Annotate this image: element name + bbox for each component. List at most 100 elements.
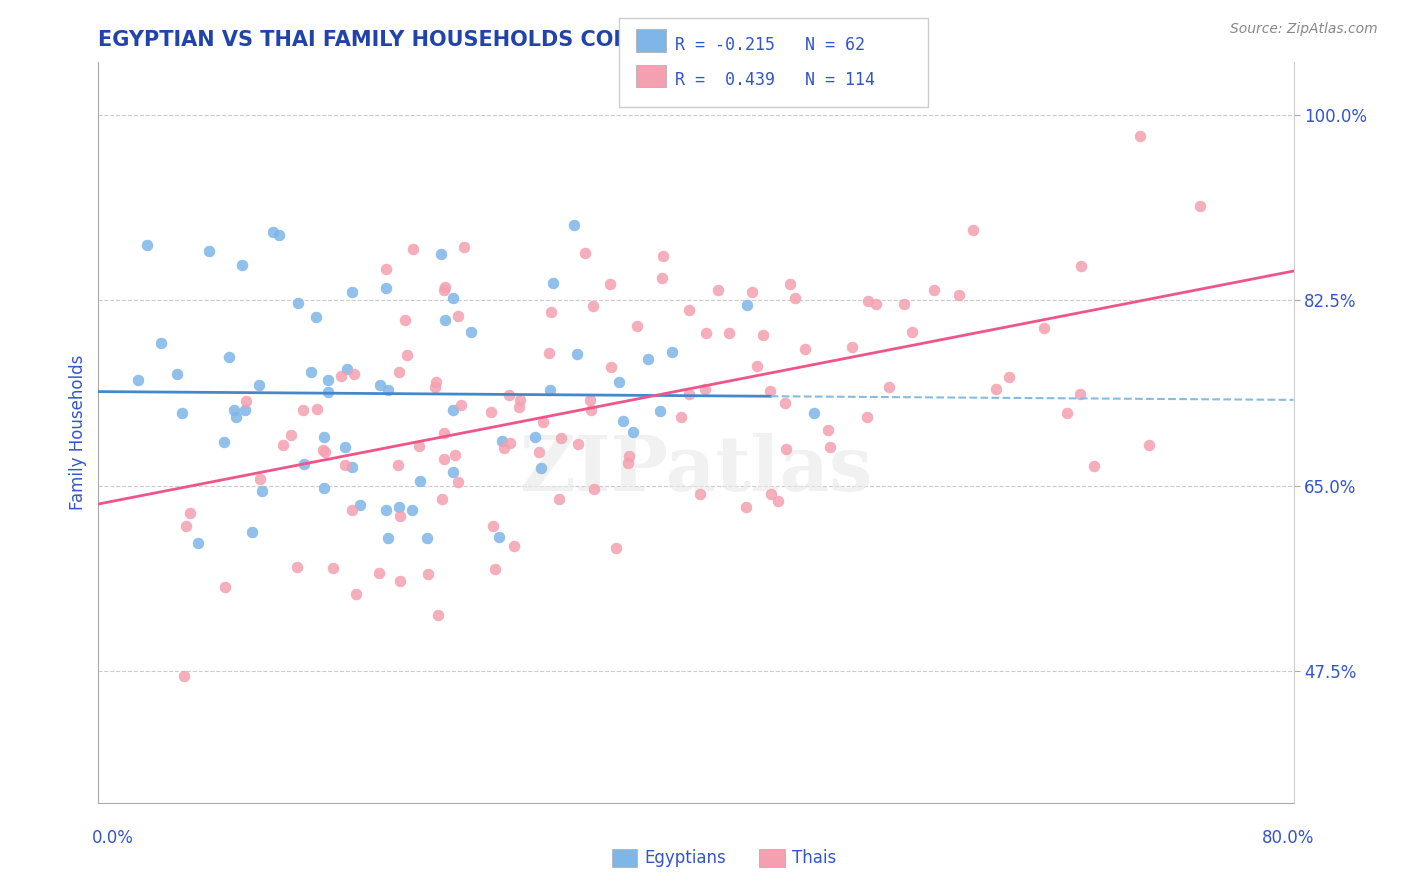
Point	[342, 460, 364, 475]
Point	[718, 326, 741, 341]
Point	[901, 325, 924, 339]
Point	[305, 401, 328, 416]
Point	[1056, 406, 1078, 420]
Point	[621, 425, 644, 440]
Point	[336, 362, 359, 376]
Point	[948, 288, 970, 302]
Point	[388, 500, 411, 515]
Point	[498, 388, 520, 402]
Point	[450, 398, 472, 412]
Point	[433, 452, 456, 467]
Point	[374, 280, 396, 294]
Point	[759, 487, 782, 501]
Point	[377, 383, 399, 397]
Text: Thais: Thais	[792, 849, 835, 867]
Point	[409, 474, 432, 488]
Point	[292, 458, 315, 472]
Point	[291, 403, 314, 417]
Point	[460, 325, 482, 339]
Point	[427, 607, 450, 622]
Point	[651, 271, 673, 285]
Point	[997, 370, 1019, 384]
Point	[562, 218, 585, 232]
Point	[375, 262, 398, 277]
Point	[396, 348, 419, 362]
Text: Egyptians: Egyptians	[644, 849, 725, 867]
Point	[773, 396, 796, 410]
Point	[287, 296, 309, 310]
Point	[368, 566, 391, 580]
Point	[240, 525, 263, 540]
Point	[579, 393, 602, 408]
Point	[858, 293, 880, 308]
Point	[531, 415, 554, 429]
Point	[249, 471, 271, 485]
Point	[433, 426, 456, 441]
Point	[430, 247, 453, 261]
Point	[499, 436, 522, 450]
Point	[541, 276, 564, 290]
Point	[447, 475, 470, 490]
Point	[262, 226, 284, 240]
Point	[441, 465, 464, 479]
Point	[612, 414, 634, 428]
Point	[488, 530, 510, 544]
Point	[567, 347, 589, 361]
Point	[340, 285, 363, 299]
Point	[984, 382, 1007, 396]
Point	[150, 335, 173, 350]
Point	[127, 373, 149, 387]
Point	[574, 246, 596, 260]
Point	[661, 344, 683, 359]
Point	[212, 434, 235, 449]
Point	[425, 376, 447, 390]
Point	[893, 296, 915, 310]
Point	[689, 487, 711, 501]
Point	[527, 444, 550, 458]
Point	[779, 277, 801, 291]
Point	[423, 380, 446, 394]
Point	[314, 444, 336, 458]
Point	[173, 669, 195, 683]
Point	[492, 441, 515, 455]
Point	[856, 410, 879, 425]
Point	[312, 442, 335, 457]
Point	[453, 240, 475, 254]
Point	[316, 385, 339, 400]
Point	[582, 482, 605, 496]
Point	[752, 327, 775, 342]
Point	[581, 402, 603, 417]
Point	[388, 574, 411, 588]
Point	[775, 442, 797, 457]
Point	[877, 380, 900, 394]
Point	[299, 365, 322, 379]
Point	[962, 223, 984, 237]
Point	[235, 403, 257, 417]
Point	[271, 438, 294, 452]
Point	[343, 367, 366, 381]
Point	[693, 382, 716, 396]
Point	[247, 377, 270, 392]
Point	[377, 532, 399, 546]
Point	[1137, 438, 1160, 452]
Point	[416, 531, 439, 545]
Point	[433, 283, 456, 297]
Point	[316, 373, 339, 387]
Point	[218, 350, 240, 364]
Point	[605, 541, 627, 556]
Point	[652, 249, 675, 263]
Point	[509, 392, 531, 407]
Y-axis label: Family Households: Family Households	[69, 355, 87, 510]
Point	[648, 404, 671, 418]
Point	[707, 283, 730, 297]
Point	[174, 519, 197, 533]
Point	[1070, 259, 1092, 273]
Text: EGYPTIAN VS THAI FAMILY HOUSEHOLDS CORRELATION CHART: EGYPTIAN VS THAI FAMILY HOUSEHOLDS CORRE…	[98, 29, 830, 50]
Point	[344, 587, 367, 601]
Point	[187, 536, 209, 550]
Point	[617, 456, 640, 470]
Point	[793, 342, 815, 356]
Point	[330, 369, 353, 384]
Point	[388, 364, 411, 378]
Point	[368, 378, 391, 392]
